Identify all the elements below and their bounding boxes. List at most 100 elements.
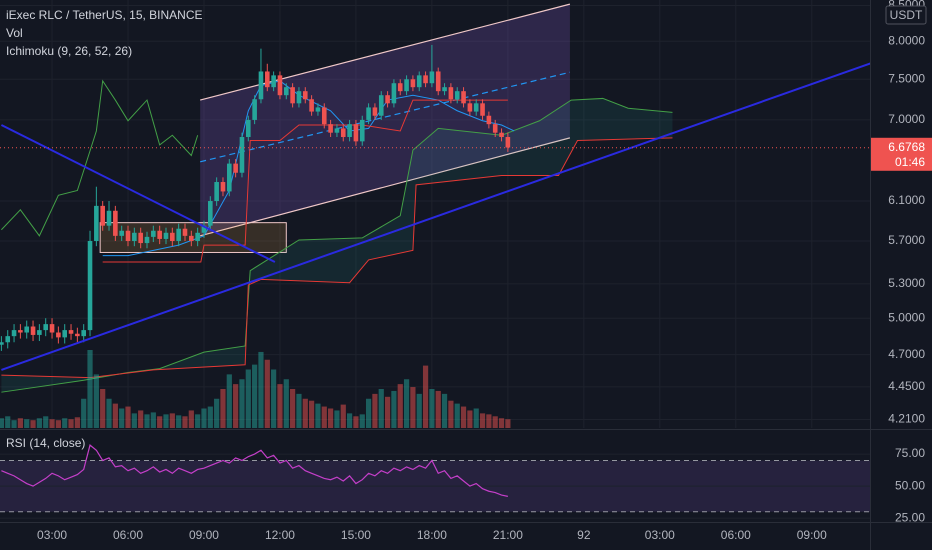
volume-bar	[473, 408, 479, 428]
trendline	[0, 124, 276, 263]
candle-body	[423, 75, 428, 84]
candle-body	[37, 330, 42, 335]
volume-bar	[429, 389, 435, 428]
volume-bar	[410, 387, 416, 428]
legend: iExec RLC / TetherUS, 15, BINANCE Vol Ic…	[6, 8, 203, 450]
candle-body	[296, 91, 302, 104]
volume-bar	[163, 414, 169, 428]
candle-body	[461, 91, 466, 104]
candle-body	[442, 87, 447, 92]
volume-bar	[416, 393, 422, 428]
candle-body	[0, 342, 4, 345]
candle-body	[454, 91, 460, 100]
volume-bar	[448, 400, 454, 428]
candle-body	[309, 99, 314, 112]
ichimoku-line	[1, 97, 673, 393]
candle-body	[94, 205, 99, 241]
volume-bar	[435, 390, 441, 428]
volume-bar	[334, 410, 340, 428]
volume-bar	[24, 419, 30, 428]
volume-bar	[188, 410, 194, 428]
candle-body	[246, 119, 251, 138]
candle-body	[385, 95, 390, 104]
volume-bar	[55, 420, 61, 428]
volume-bar	[0, 418, 4, 428]
y-tick-label: 5.3000	[888, 276, 925, 290]
candle-body	[214, 182, 219, 202]
candle-body	[277, 75, 283, 96]
ichimoku-line	[1, 79, 199, 237]
channel-line	[200, 137, 571, 237]
indicator-label[interactable]: RSI (14, close)	[6, 436, 85, 450]
candle-body	[328, 124, 333, 133]
candle-body	[220, 182, 226, 192]
volume-bar	[201, 408, 207, 428]
candle-body	[138, 232, 143, 244]
volume-bar	[125, 406, 131, 428]
x-tick-label: 18:00	[417, 528, 447, 542]
volume-bar	[397, 384, 403, 428]
volume-bar	[283, 379, 289, 428]
y-tick-label: 4.7000	[888, 347, 925, 361]
ichimoku-cloud	[1, 98, 673, 393]
volume-bar	[290, 389, 296, 428]
candle-body	[499, 132, 504, 138]
rsi-tick-label: 25.00	[895, 510, 925, 524]
candle-body	[87, 240, 93, 331]
candle-body	[201, 225, 207, 233]
candle-body	[258, 71, 264, 100]
candle-body	[18, 330, 23, 333]
indicator-label[interactable]: Ichimoku (9, 26, 52, 26)	[6, 44, 132, 58]
candle-body	[359, 119, 365, 142]
volume-bar	[239, 379, 245, 428]
candle-body	[366, 107, 371, 120]
x-tick-label: 06:00	[721, 528, 751, 542]
y-tick-label: 8.0000	[888, 33, 925, 47]
volume-bar	[195, 414, 201, 428]
candle-body	[486, 115, 492, 125]
axes: 8.50008.00007.50007.00006.10005.70005.30…	[37, 0, 932, 542]
x-tick-label: 09:00	[189, 528, 219, 542]
candle-body	[24, 326, 30, 333]
symbol-title[interactable]: iExec RLC / TetherUS, 15, BINANCE	[6, 8, 203, 22]
indicator-label[interactable]: Vol	[6, 26, 23, 40]
volume-bar	[17, 418, 23, 428]
price-pane	[0, 0, 870, 428]
y-tick-label: 5.0000	[888, 310, 925, 324]
candle-body	[182, 228, 188, 236]
candle-body	[340, 128, 346, 138]
volume-bar	[5, 416, 11, 428]
volume-bar	[384, 396, 391, 428]
candle-body	[208, 201, 213, 226]
x-tick-label: 09:00	[797, 528, 827, 542]
volume-bar	[226, 374, 232, 428]
candle-body	[157, 230, 162, 239]
rsi-line	[1, 444, 508, 497]
volume-bar	[479, 413, 486, 428]
candle-body	[49, 324, 55, 333]
volume-bar	[403, 379, 410, 428]
volume-bar	[277, 384, 283, 428]
volume-bar	[346, 413, 353, 428]
y-tick-label: 4.4500	[888, 379, 925, 393]
volume-bar	[340, 404, 346, 428]
volume-bar	[315, 403, 321, 428]
volume-bar	[359, 414, 365, 428]
candle-body	[43, 324, 49, 331]
y-tick-label: 7.5000	[888, 71, 925, 85]
x-tick-label: 21:00	[493, 528, 523, 542]
candle-body	[448, 87, 454, 100]
candle-body	[378, 95, 384, 116]
candle-body	[62, 330, 68, 338]
volume-bar	[321, 406, 327, 428]
candle-body	[410, 79, 416, 88]
y-tick-label: 6.1000	[888, 193, 925, 207]
x-tick-label: 15:00	[341, 528, 371, 542]
volume-bar	[252, 364, 258, 428]
volume-bar	[106, 398, 112, 428]
last-price-badge	[871, 137, 932, 171]
candle-body	[189, 235, 194, 241]
candle-body	[435, 71, 441, 92]
volume-bar	[176, 415, 182, 428]
volume-bar	[271, 369, 277, 428]
